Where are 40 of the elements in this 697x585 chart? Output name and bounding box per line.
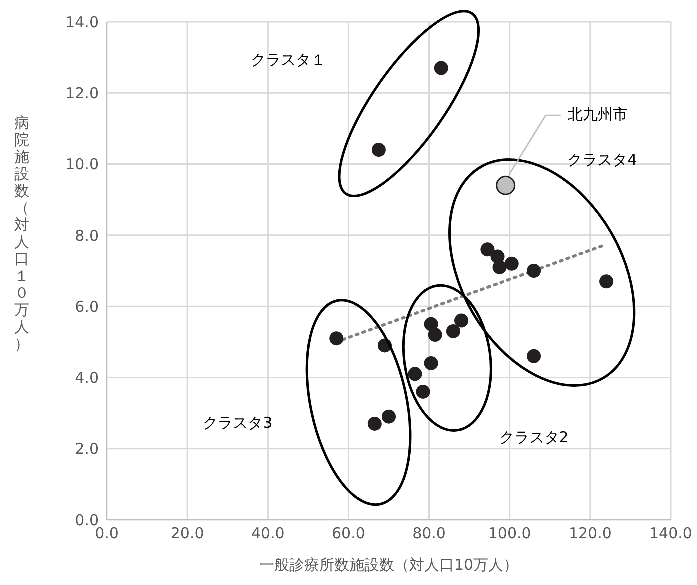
point <box>492 260 507 274</box>
point <box>446 324 460 338</box>
y-tick-label: 10.0 <box>66 156 99 174</box>
annotation: クラスタ3 <box>203 414 273 432</box>
point <box>504 256 519 271</box>
x-tick-label: 60.0 <box>332 524 366 543</box>
y-tick-label: 2.0 <box>75 440 99 458</box>
x-tick-label: 80.0 <box>412 524 446 543</box>
text: 北九州市 <box>568 106 628 124</box>
point <box>527 264 542 278</box>
x-tick-label: 140.0 <box>650 524 692 543</box>
x-tick-label: 120.0 <box>568 524 612 543</box>
point <box>382 410 396 424</box>
point <box>496 176 516 196</box>
y-tick-label: 8.0 <box>75 226 99 245</box>
x-tick-label: 40.0 <box>251 524 285 543</box>
point <box>434 61 448 76</box>
point <box>600 274 614 289</box>
x-axis-title: 一般診療所数施設数（対人口10万人） <box>259 556 519 574</box>
y-tick-label: 6.0 <box>75 298 99 316</box>
point <box>368 416 382 431</box>
y-tick-label: 4.0 <box>75 369 99 388</box>
point <box>372 143 386 158</box>
y-tick-label: 14.0 <box>66 13 99 32</box>
annotation: クラスタ2 <box>499 428 569 446</box>
point <box>480 242 495 257</box>
point <box>408 367 422 382</box>
point <box>424 356 438 370</box>
x-tick-label: 0.0 <box>95 524 119 543</box>
x-tick-label: 100.0 <box>488 524 532 543</box>
annotation: クラスタ１ <box>250 51 326 70</box>
text: 病院施設数（対人口１０万人） <box>14 114 30 353</box>
point <box>454 314 469 328</box>
x-tick-label: 20.0 <box>170 524 204 543</box>
annotation: クラスタ4 <box>568 150 638 169</box>
y-tick-label: 12.0 <box>66 84 99 102</box>
point <box>416 384 430 399</box>
point <box>428 328 442 342</box>
point <box>527 349 542 364</box>
point <box>330 332 344 346</box>
